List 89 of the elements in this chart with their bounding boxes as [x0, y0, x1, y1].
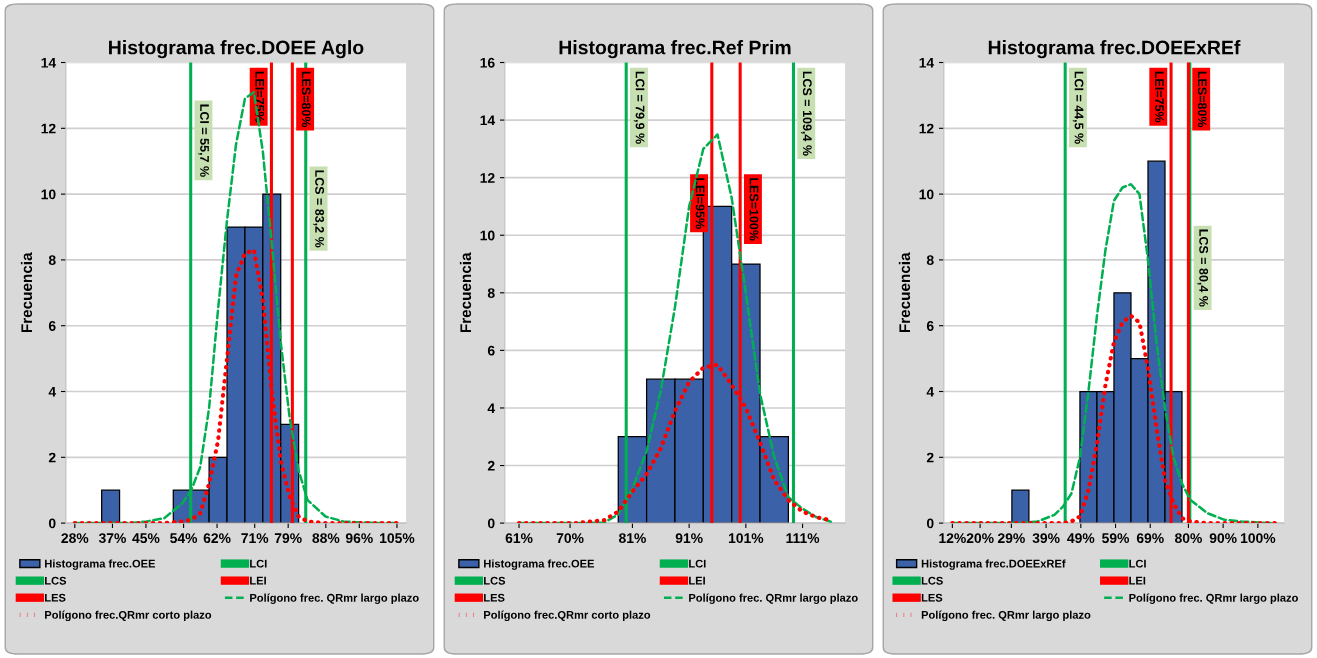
x-tick-label: 80%: [1174, 533, 1202, 544]
legend-label: Polígono frec.QRmr corto plazo: [484, 610, 651, 622]
x-tick-label: 79%: [274, 533, 302, 544]
x-tick-label: 39%: [1032, 533, 1060, 544]
x-tick-label: 69%: [1136, 533, 1164, 544]
legend-label: Polígono frec. QRmr largo plazo: [689, 593, 858, 604]
y-tick-label: 4: [48, 386, 57, 397]
y-tick-label: 10: [480, 230, 495, 241]
x-tick-label: 20%: [966, 533, 994, 544]
annotation: LES=80%: [301, 71, 311, 128]
x-tick-label: 71%: [241, 533, 269, 544]
chart-title: Histograma frec.DOEExREf: [988, 40, 1241, 59]
y-tick-label: 8: [926, 255, 934, 266]
x-tick-label: 12%: [939, 533, 966, 544]
y-tick-label: 16: [480, 57, 495, 68]
legend-label: LCI: [250, 559, 267, 568]
legend-label: Polígono frec. QRmr largo plazo: [250, 593, 419, 604]
legend-label: LEI: [689, 576, 705, 585]
legend-label: Polígono frec. QRmr largo plazo: [1129, 593, 1298, 604]
x-tick-label: 90%: [1209, 533, 1237, 544]
annotation: LCS = 109,4 %: [801, 71, 812, 156]
legend-label: LCS: [45, 576, 67, 585]
x-tick-label: 96%: [345, 533, 373, 544]
legend-label: Polígono frec. QRmr largo plazo: [921, 610, 1091, 622]
annotation: LCS = 80,4 %: [1197, 229, 1209, 307]
y-tick-label: 0: [48, 518, 56, 529]
y-tick-label: 12: [919, 123, 934, 134]
annotation: LES=100%: [749, 178, 759, 241]
legend-label: Histograma frec.DOEExREf: [921, 559, 1066, 570]
legend-label: LCS: [484, 576, 506, 585]
x-tick-label: 88%: [312, 533, 340, 544]
x-tick-label: 29%: [997, 533, 1025, 544]
annotation: LEI=95%: [695, 178, 705, 229]
x-tick-label: 105%: [380, 533, 415, 544]
x-tick-label: 101%: [728, 533, 764, 544]
legend-label: Histograma frec.OEE: [484, 559, 595, 570]
annotation: LCI = 55,7 %: [198, 104, 209, 177]
y-tick-label: 0: [487, 518, 495, 529]
legend-label: LES: [921, 593, 943, 602]
y-axis-title: Frecuencia: [898, 252, 911, 333]
x-tick-label: 91%: [675, 533, 703, 544]
legend-label: Histograma frec.OEE: [45, 559, 156, 570]
x-tick-label: 70%: [556, 533, 584, 544]
y-axis-title: Frecuencia: [20, 252, 33, 333]
y-tick-label: 6: [487, 345, 495, 356]
y-tick-label: 14: [919, 57, 935, 68]
y-tick-label: 4: [487, 403, 496, 413]
legend-label: LCS: [921, 576, 943, 585]
y-tick-label: 2: [487, 460, 495, 471]
y-tick-label: 10: [919, 189, 934, 200]
x-tick-label: 81%: [618, 533, 646, 544]
x-tick-label: 59%: [1102, 533, 1130, 544]
chart-title: Histograma frec.DOEE Aglo: [109, 40, 364, 59]
annotation: LES=80%: [1197, 71, 1207, 128]
y-tick-label: 14: [41, 57, 57, 68]
y-tick-label: 12: [41, 123, 56, 134]
y-tick-label: 6: [48, 321, 56, 331]
y-tick-label: 8: [48, 255, 56, 266]
x-tick-label: 100%: [1240, 533, 1276, 544]
y-tick-label: 14: [480, 115, 496, 126]
legend-label: LCI: [689, 559, 706, 568]
chart-title: Histograma frec.Ref Prim: [559, 40, 791, 59]
x-tick-label: 54%: [170, 533, 198, 544]
y-tick-label: 6: [926, 321, 934, 331]
annotation: LCS = 83,2 %: [313, 170, 325, 248]
x-tick-label: 111%: [786, 533, 820, 544]
x-tick-label: 61%: [505, 533, 533, 544]
y-tick-label: 12: [480, 172, 495, 183]
y-tick-label: 8: [487, 288, 495, 298]
legend-label: LES: [45, 593, 66, 602]
annotation: LCI = 79,9 %: [633, 71, 645, 144]
y-tick-label: 10: [41, 189, 56, 200]
legend-label: LEI: [250, 576, 266, 585]
annotation: LCI = 44,5 %: [1072, 71, 1084, 144]
y-axis-title: Frecuencia: [459, 252, 472, 333]
legend-label: LEI: [1129, 576, 1146, 585]
legend-label: Polígono frec.QRmr corto plazo: [45, 610, 212, 622]
y-tick-label: 2: [926, 452, 934, 463]
legend-label: LES: [484, 593, 505, 602]
legend-label: LCI: [1129, 559, 1146, 568]
x-tick-label: 28%: [61, 533, 89, 544]
x-tick-label: 49%: [1067, 533, 1095, 544]
x-tick-label: 45%: [132, 533, 160, 544]
annotation: LEI=75%: [1154, 71, 1164, 123]
y-tick-label: 4: [926, 386, 935, 397]
x-tick-label: 37%: [98, 533, 126, 544]
y-tick-label: 0: [926, 518, 934, 529]
x-tick-label: 62%: [203, 533, 231, 544]
y-tick-label: 2: [48, 452, 56, 463]
